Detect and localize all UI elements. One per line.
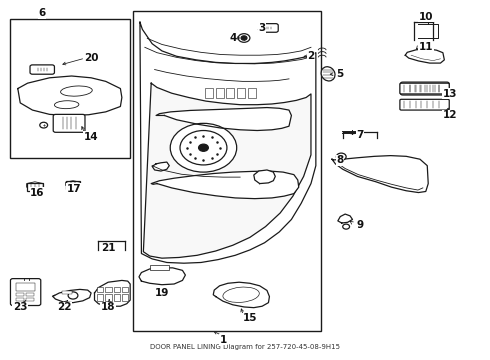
Text: 2: 2 <box>307 51 315 61</box>
Bar <box>105 287 112 292</box>
Circle shape <box>40 122 48 128</box>
FancyBboxPatch shape <box>400 83 449 94</box>
Polygon shape <box>95 280 130 306</box>
Bar <box>26 293 34 296</box>
Text: 7: 7 <box>356 130 364 140</box>
Polygon shape <box>254 170 275 184</box>
Bar <box>97 294 103 301</box>
Text: 16: 16 <box>30 188 45 198</box>
Text: 10: 10 <box>418 12 433 22</box>
Bar <box>16 298 24 301</box>
Text: DOOR PANEL LINING Diagram for 257-720-45-08-9H15: DOOR PANEL LINING Diagram for 257-720-45… <box>150 345 340 350</box>
Bar <box>122 294 128 301</box>
Bar <box>205 88 213 98</box>
Text: 23: 23 <box>13 302 27 312</box>
Polygon shape <box>52 289 91 303</box>
Bar <box>133 12 321 330</box>
FancyBboxPatch shape <box>400 82 449 95</box>
Text: 4: 4 <box>229 33 237 43</box>
Text: 12: 12 <box>443 111 458 121</box>
Bar <box>226 88 234 98</box>
Circle shape <box>180 131 227 165</box>
Polygon shape <box>332 156 428 193</box>
Text: 11: 11 <box>418 42 433 52</box>
Bar <box>248 88 256 98</box>
Ellipse shape <box>61 86 92 96</box>
Bar <box>216 88 223 98</box>
Polygon shape <box>338 214 352 223</box>
FancyBboxPatch shape <box>259 24 278 32</box>
Text: 5: 5 <box>337 69 344 79</box>
Bar <box>16 283 35 291</box>
Text: 8: 8 <box>337 155 344 165</box>
Text: 20: 20 <box>84 53 98 63</box>
Bar <box>26 298 34 301</box>
Text: 21: 21 <box>101 243 116 253</box>
Text: 22: 22 <box>57 302 72 312</box>
Ellipse shape <box>223 287 259 302</box>
Polygon shape <box>144 83 311 258</box>
Text: 15: 15 <box>243 313 257 323</box>
Circle shape <box>198 144 208 151</box>
Polygon shape <box>213 282 270 308</box>
Polygon shape <box>140 22 316 263</box>
Text: 9: 9 <box>356 220 364 230</box>
Polygon shape <box>152 162 169 171</box>
FancyBboxPatch shape <box>53 114 85 132</box>
Text: 19: 19 <box>155 288 169 298</box>
Text: 13: 13 <box>443 89 458 99</box>
Text: 17: 17 <box>67 184 81 194</box>
Circle shape <box>238 34 250 42</box>
Bar <box>122 287 128 292</box>
Text: 18: 18 <box>101 302 116 312</box>
FancyBboxPatch shape <box>10 279 41 306</box>
Circle shape <box>170 123 237 172</box>
Polygon shape <box>405 49 444 63</box>
Circle shape <box>68 292 78 299</box>
Bar <box>237 88 245 98</box>
Bar <box>66 181 80 189</box>
Ellipse shape <box>54 101 79 109</box>
Circle shape <box>241 36 247 40</box>
Ellipse shape <box>321 67 335 81</box>
Bar <box>16 293 24 296</box>
FancyBboxPatch shape <box>400 99 449 110</box>
Circle shape <box>343 224 349 229</box>
Bar <box>105 294 112 301</box>
Bar <box>26 183 43 191</box>
Text: 14: 14 <box>84 132 98 142</box>
Bar <box>62 291 72 294</box>
Polygon shape <box>151 171 299 199</box>
FancyBboxPatch shape <box>30 65 54 74</box>
Text: 3: 3 <box>259 23 266 33</box>
Bar <box>150 265 169 270</box>
Polygon shape <box>139 268 185 285</box>
Bar <box>10 19 130 158</box>
Bar <box>97 287 103 292</box>
Polygon shape <box>156 108 292 131</box>
Bar <box>114 287 120 292</box>
Bar <box>114 294 120 301</box>
Text: 6: 6 <box>39 8 46 18</box>
Circle shape <box>336 153 346 160</box>
Polygon shape <box>18 76 122 116</box>
Text: 1: 1 <box>220 334 227 345</box>
